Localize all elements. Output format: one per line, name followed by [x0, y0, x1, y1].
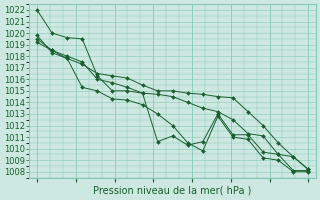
X-axis label: Pression niveau de la mer( hPa ): Pression niveau de la mer( hPa )	[93, 186, 252, 196]
